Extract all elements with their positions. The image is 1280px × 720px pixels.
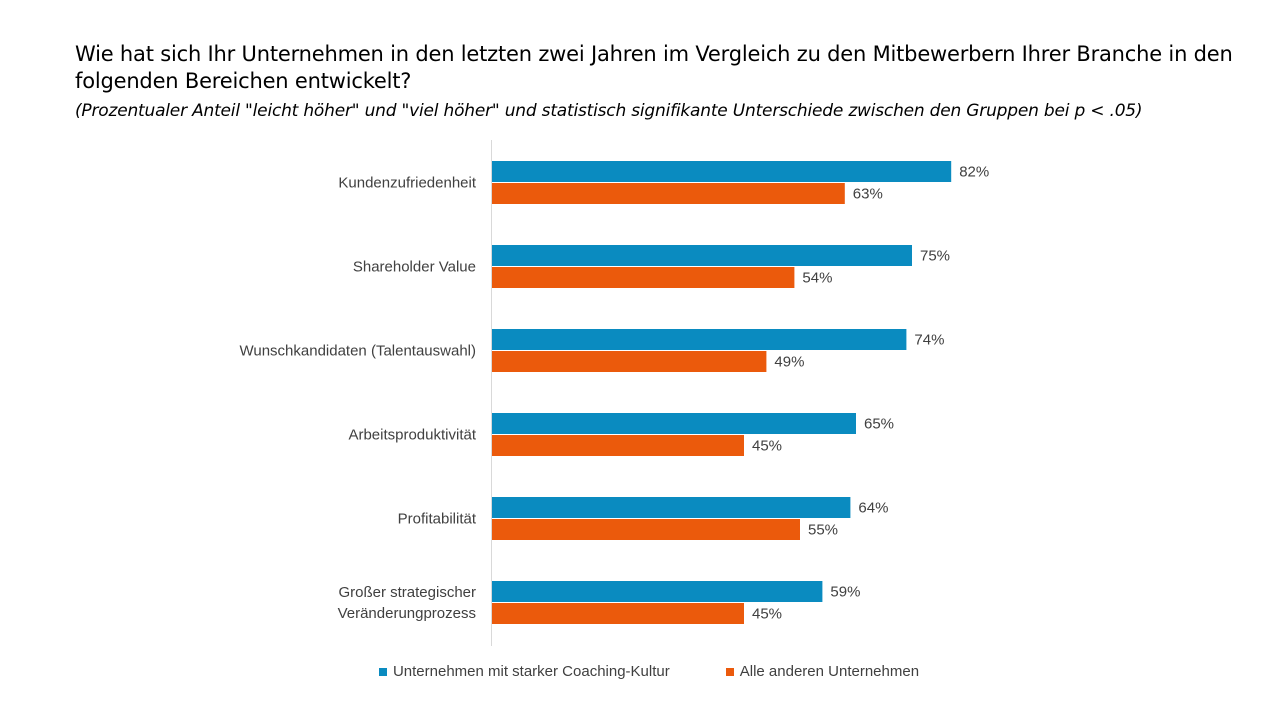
data-label: 45% (752, 606, 782, 623)
data-label: 45% (752, 438, 782, 455)
legend: Unternehmen mit starker Coaching-Kultur … (0, 663, 1280, 680)
bar-series-2 (492, 267, 795, 288)
bar-series-2 (492, 435, 744, 456)
data-label: 64% (858, 500, 888, 517)
bar-series-2 (492, 603, 744, 624)
data-label: 82% (959, 164, 989, 181)
chart-title: Wie hat sich Ihr Unternehmen in den letz… (75, 42, 1233, 93)
category-label: Kundenzufriedenheit (338, 175, 476, 192)
bar-series-1 (492, 329, 907, 350)
legend-item-series-1: Unternehmen mit starker Coaching-Kultur (361, 663, 670, 680)
bar-series-2 (492, 183, 845, 204)
category-label: Wunschkandidaten (Talentauswahl) (239, 343, 476, 360)
bar-series-1 (492, 497, 851, 518)
data-label: 49% (774, 354, 804, 371)
category-label: Arbeitsproduktivität (348, 427, 476, 444)
bar-series-1 (492, 413, 856, 434)
legend-swatch-series-2 (725, 667, 734, 676)
data-label: 54% (802, 270, 832, 287)
bar-series-1 (492, 161, 952, 182)
legend-label-series-1: Unternehmen mit starker Coaching-Kultur (392, 663, 670, 680)
data-label: 75% (920, 248, 950, 265)
bar-series-2 (492, 351, 767, 372)
legend-swatch-series-1 (378, 667, 387, 676)
data-label: 63% (853, 186, 883, 203)
data-label: 59% (830, 584, 860, 601)
chart-subtitle: (Prozentualer Anteil "leicht höher" und … (75, 101, 1143, 121)
legend-label-series-2: Alle anderen Unternehmen (739, 663, 920, 680)
bar-series-1 (492, 245, 912, 266)
category-label: Profitabilität (398, 511, 477, 528)
data-label: 65% (864, 416, 894, 433)
data-label: 55% (808, 522, 838, 539)
data-label: 74% (914, 332, 944, 349)
category-label: Großer strategischer Veränderungprozess (338, 584, 476, 622)
legend-item-series-2: Alle anderen Unternehmen (708, 663, 919, 680)
category-label: Shareholder Value (353, 259, 476, 276)
bar-series-1 (492, 581, 823, 602)
bar-series-2 (492, 519, 800, 540)
